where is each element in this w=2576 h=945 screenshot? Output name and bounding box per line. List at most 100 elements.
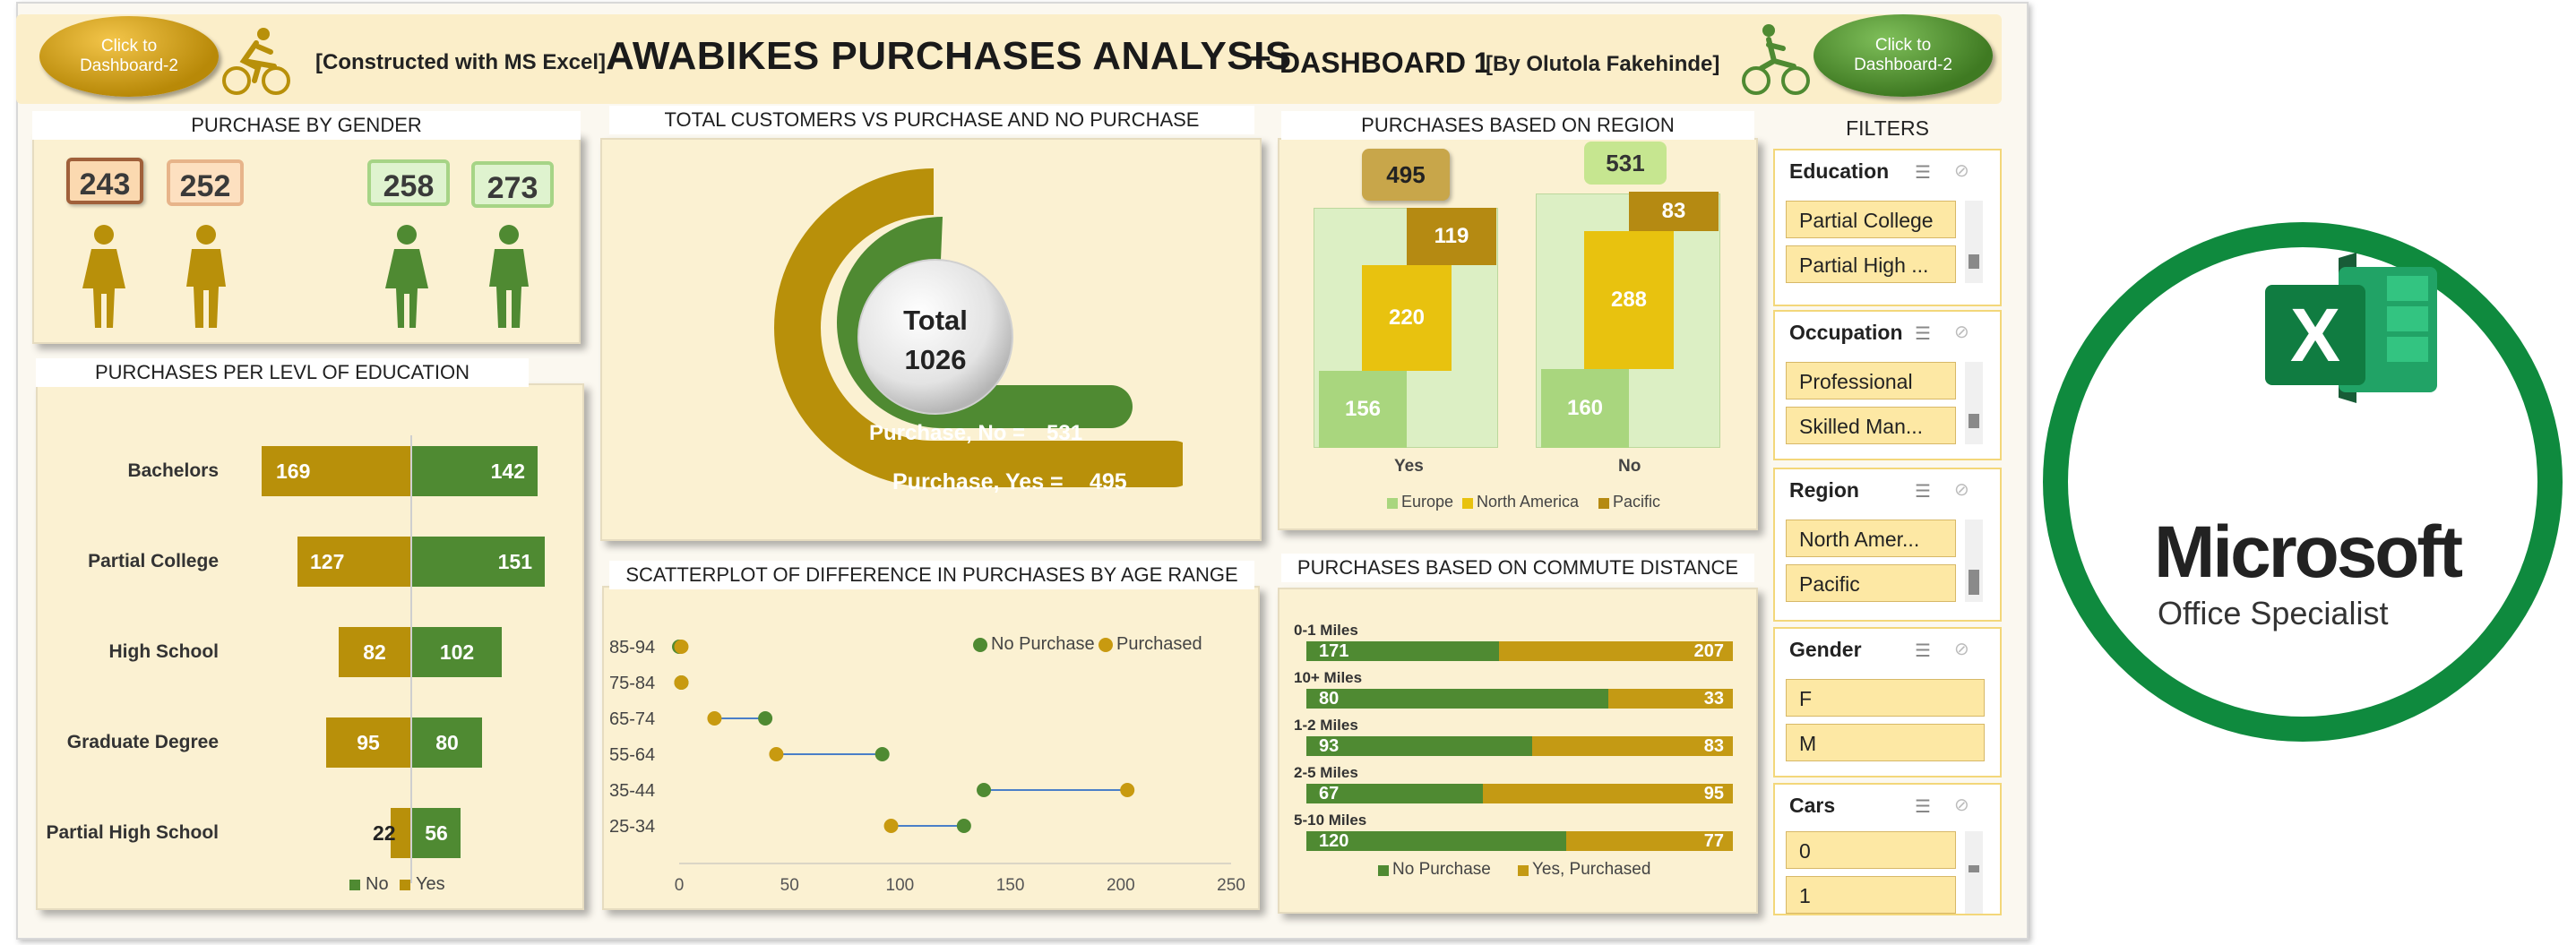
- slicer-gender-title: Gender: [1789, 638, 1862, 661]
- region-total-no: 531: [1584, 142, 1667, 185]
- header-banner: [16, 14, 2002, 104]
- donut-yes-arc: [774, 168, 1183, 487]
- region-legend-pacific-swatch: [1598, 498, 1609, 509]
- multi-select-icon[interactable]: ☰: [1915, 324, 1931, 344]
- edu-label-bachelors: Bachelors: [127, 460, 219, 481]
- commute-bar-purchased: 83: [1532, 736, 1733, 756]
- region-total-yes: 495: [1362, 149, 1450, 201]
- edu-legend-no: No: [366, 874, 389, 894]
- slicer-education-item-1[interactable]: Partial College: [1786, 201, 1956, 238]
- scatter-y-tick: 55-64: [609, 745, 655, 765]
- multi-select-icon[interactable]: ☰: [1915, 797, 1931, 817]
- gender-value-2: 252: [167, 159, 244, 206]
- slicer-education-scrollbar[interactable]: [1965, 201, 1983, 283]
- region-legend-europe: Europe: [1401, 493, 1454, 511]
- commute-bar-no-purchase: 93: [1306, 736, 1532, 756]
- commute-chart: 0-1 Miles 171 207 10+ Miles 80 33 1-2 Miles 93 8…: [1278, 588, 1758, 914]
- edu-bar-no-high-school: 102: [412, 627, 502, 677]
- commute-bar-purchased: 77: [1566, 831, 1733, 851]
- scatter-legend-no: No Purchase: [991, 634, 1095, 654]
- slicer-region-item-1[interactable]: North Amer...: [1786, 520, 1956, 557]
- scatter-x-tick: 200: [1107, 876, 1135, 895]
- edu-legend-no-swatch: [349, 880, 360, 890]
- female-icon-gold: [82, 225, 125, 328]
- scatter-y-tick: 65-74: [609, 709, 655, 729]
- commute-category-label: 1-2 Miles: [1294, 717, 1358, 734]
- scroll-thumb[interactable]: [1969, 865, 1979, 872]
- commute-title: PURCHASES BASED ON COMMUTE DISTANCE: [1281, 554, 1754, 582]
- clear-filter-icon[interactable]: ⊘: [1954, 480, 1969, 500]
- region-legend-pacific: Pacific: [1613, 493, 1661, 511]
- title-dash: –: [1249, 34, 1271, 78]
- clear-filter-icon[interactable]: ⊘: [1954, 322, 1969, 342]
- scatter-y-tick: 85-94: [609, 638, 655, 657]
- donut-no-value: 531: [1047, 421, 1083, 445]
- edu-label-graduate-degree: Graduate Degree: [66, 732, 219, 752]
- edu-bar-no-partial-college: 151: [412, 537, 545, 587]
- slicer-region-scrollbar[interactable]: [1965, 520, 1983, 602]
- gender-title: PURCHASE BY GENDER: [32, 111, 581, 140]
- scatter-legend-yes: Purchased: [1116, 634, 1202, 654]
- dashboard-2-button-right[interactable]: Click to Dashboard-2: [1814, 14, 1993, 97]
- slicer-gender-item-f[interactable]: F: [1786, 679, 1985, 717]
- slicer-region-title: Region: [1789, 478, 1859, 502]
- slicer-region-item-2[interactable]: Pacific: [1786, 564, 1956, 602]
- edu-value-yes-partial-high-school: 22: [373, 821, 396, 845]
- clear-filter-icon[interactable]: ⊘: [1954, 795, 1969, 815]
- slicer-cars-item-1[interactable]: 1: [1786, 876, 1956, 914]
- region-axis-label-no: No: [1618, 457, 1641, 476]
- slicer-education-item-2[interactable]: Partial High ...: [1786, 245, 1956, 283]
- page-subtitle: DASHBOARD 1: [1279, 47, 1490, 79]
- page-title: AWABIKES PURCHASES ANALYSIS: [606, 34, 1292, 78]
- dashboard-2-button-left[interactable]: Click to Dashboard-2: [39, 16, 219, 97]
- slicer-gender: Gender ☰ ⊘ F M: [1773, 627, 2002, 777]
- scatter-x-tick: 0: [675, 876, 685, 895]
- region-title: PURCHASES BASED ON REGION: [1281, 111, 1754, 140]
- scroll-thumb[interactable]: [1969, 254, 1979, 269]
- gender-value-3: 258: [367, 159, 450, 206]
- slicer-education: Education ☰ ⊘ Partial College Partial Hi…: [1773, 149, 2002, 306]
- multi-select-icon[interactable]: ☰: [1915, 641, 1931, 661]
- education-axis-line: [410, 435, 412, 883]
- slicer-occupation-scrollbar[interactable]: [1965, 362, 1983, 444]
- scatter-point-purchased: [674, 675, 689, 690]
- region-legend-na-swatch: [1462, 498, 1473, 509]
- clear-filter-icon[interactable]: ⊘: [1954, 640, 1969, 659]
- slicer-occupation-item-2[interactable]: Skilled Man...: [1786, 407, 1956, 444]
- filters-title: FILTERS: [1846, 116, 1929, 140]
- region-legend-europe-swatch: [1387, 498, 1398, 509]
- clear-filter-icon[interactable]: ⊘: [1954, 161, 1969, 181]
- commute-bar-purchased: 95: [1483, 784, 1733, 803]
- scroll-thumb[interactable]: [1969, 570, 1979, 595]
- scroll-thumb[interactable]: [1969, 414, 1979, 428]
- slicer-gender-item-m[interactable]: M: [1786, 724, 1985, 761]
- slicer-education-title: Education: [1789, 159, 1890, 183]
- commute-category-label: 5-10 Miles: [1294, 812, 1367, 829]
- scatter-title: SCATTERPLOT OF DIFFERENCE IN PURCHASES B…: [609, 561, 1254, 589]
- scatter-point-purchased: [883, 819, 899, 833]
- edu-label-partial-college: Partial College: [88, 551, 219, 571]
- region-bar-na-no: 288: [1584, 231, 1674, 369]
- badge-product: Office Specialist: [2158, 595, 2389, 631]
- multi-select-icon[interactable]: ☰: [1915, 163, 1931, 183]
- cyclist-icon-right: [1742, 24, 1810, 95]
- scatter-point-purchased: [1120, 783, 1135, 797]
- commute-bar-purchased: 207: [1499, 641, 1733, 661]
- donut-total-value: 1026: [904, 344, 967, 375]
- multi-select-icon[interactable]: ☰: [1915, 482, 1931, 502]
- edu-bar-yes-high-school: 82: [339, 627, 410, 677]
- scatter-x-tick: 250: [1217, 876, 1245, 895]
- slicer-occupation-item-1[interactable]: Professional: [1786, 362, 1956, 399]
- scatter-x-tick: 100: [886, 876, 915, 895]
- region-bar-pacific-yes: 119: [1407, 208, 1496, 265]
- slicer-cars-item-0[interactable]: 0: [1786, 831, 1956, 869]
- edu-bar-yes-graduate-degree: 95: [326, 717, 410, 768]
- slicer-cars-scrollbar[interactable]: [1965, 831, 1983, 914]
- edu-legend-yes: Yes: [416, 874, 445, 894]
- excel-logo-letter: X: [2289, 293, 2341, 377]
- scatter-y-tick: 75-84: [609, 674, 655, 693]
- scatter-y-tick: 25-34: [609, 817, 655, 837]
- edu-bar-yes-partial-college: 127: [297, 537, 410, 587]
- scatter-x-tick: 150: [996, 876, 1025, 895]
- male-icon-gold: [186, 225, 226, 328]
